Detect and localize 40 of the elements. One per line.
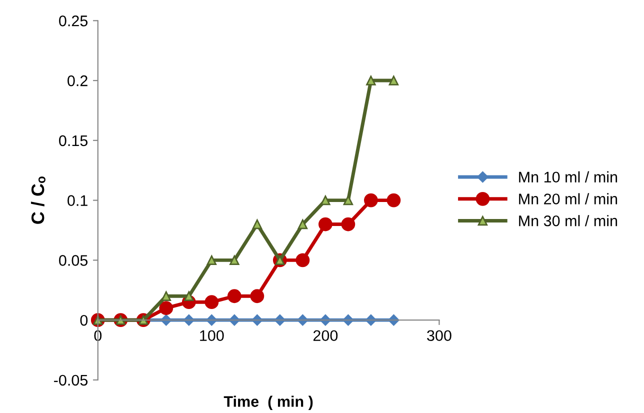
point (320, 314, 332, 326)
y-tick-label: 0.15 (59, 135, 88, 146)
y-axis-title: C / Cₒ (30, 176, 46, 224)
point (252, 219, 262, 230)
point (206, 314, 218, 326)
y-tick-label: 0.25 (59, 16, 88, 26)
legend-label: Mn 10 ml / min (519, 171, 618, 183)
legend-label: Mn 30 ml / min (519, 215, 618, 226)
x-axis-title: Time ( min ) (224, 396, 313, 410)
point (206, 255, 217, 266)
point (364, 193, 378, 208)
point (388, 76, 399, 86)
y-tick-label: 0.1 (68, 195, 88, 206)
x-tick-label: 200 (313, 330, 338, 342)
x-tick-label: 100 (200, 330, 224, 342)
point (320, 195, 330, 206)
point (227, 289, 242, 304)
point (386, 193, 401, 208)
y-tick-label: 0.2 (68, 75, 88, 86)
point (366, 76, 376, 86)
point (296, 253, 310, 268)
point (230, 255, 240, 266)
y-tick-label: 0.05 (59, 255, 88, 266)
point (297, 314, 308, 326)
point (159, 301, 174, 316)
x-tick-label: 0 (94, 330, 102, 342)
point (298, 219, 308, 230)
point (343, 195, 354, 206)
x-tick-label: 300 (427, 330, 452, 342)
point (318, 217, 332, 232)
point (388, 314, 400, 326)
point (341, 217, 356, 232)
point (342, 314, 354, 326)
point (250, 289, 264, 304)
y-tick-label: 0 (80, 314, 88, 326)
point (161, 291, 172, 301)
point (184, 291, 194, 301)
legend-label: Mn 20 ml / min (519, 193, 618, 204)
point (204, 295, 219, 310)
y-tick-label: -0.05 (54, 374, 88, 386)
